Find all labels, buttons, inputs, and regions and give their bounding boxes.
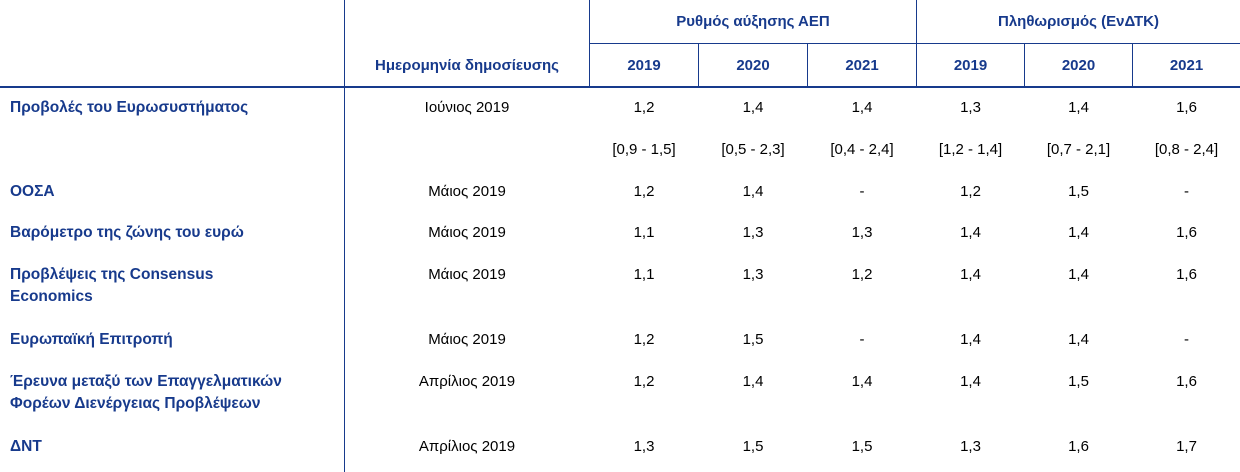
row-date-oecd: Μάιος 2019 — [428, 183, 506, 200]
row-label-imf: ΔΝΤ — [10, 438, 42, 455]
row-date-spf: Απρίλιος 2019 — [418, 373, 516, 390]
row-date-eurosystem: Ιούνιος 2019 — [424, 99, 510, 116]
table-cell: 1,4 — [960, 266, 981, 283]
divider-infl-2019-2020 — [1024, 44, 1025, 86]
table-cell: 1,6 — [1176, 373, 1197, 390]
range-cell: [0,4 - 2,4] — [830, 141, 894, 158]
table-cell: 1,2 — [633, 331, 655, 348]
table-cell: 1,6 — [1176, 266, 1197, 283]
table-cell: 1,4 — [1068, 266, 1089, 283]
table-cell: 1,5 — [742, 331, 764, 348]
table-cell: 1,4 — [742, 99, 764, 116]
range-cell: [0,5 - 2,3] — [721, 141, 785, 158]
range-cell: [0,7 - 2,1] — [1046, 141, 1111, 158]
inflation-2021-header: 2021 — [1169, 56, 1204, 74]
table-cell: 1,3 — [851, 224, 873, 241]
inflation-header: Πληθωρισμός (ΕνΔΤΚ) — [997, 13, 1159, 30]
divider-label-column — [344, 0, 345, 472]
row-date-barometer: Μάιος 2019 — [428, 224, 506, 241]
table-cell: 1,4 — [851, 99, 873, 116]
row-label-spf: Έρευνα μεταξύ των Επαγγελματικών Φορέων … — [10, 373, 282, 412]
inflation-2019-header: 2019 — [953, 56, 988, 74]
table-cell: 1,6 — [1068, 438, 1089, 455]
table-cell: 1,5 — [742, 438, 764, 455]
row-date-consensus: Μάιος 2019 — [428, 266, 506, 283]
table-cell: - — [859, 183, 865, 200]
row-date-imf: Απρίλιος 2019 — [418, 438, 516, 455]
table-cell: 1,3 — [742, 224, 764, 241]
range-cell: [1,2 - 1,4] — [938, 141, 1003, 158]
table-cell: 1,7 — [1176, 438, 1197, 455]
row-label-barometer: Βαρόμετρο της ζώνης του ευρώ — [10, 224, 244, 241]
table-cell: 1,5 — [1068, 373, 1089, 390]
table-cell: 1,3 — [742, 266, 764, 283]
table-cell: 1,4 — [960, 224, 981, 241]
table-cell: 1,4 — [1068, 99, 1089, 116]
range-cell: [0,9 - 1,5] — [612, 141, 676, 158]
table-cell: 1,5 — [1068, 183, 1089, 200]
table-cell: 1,4 — [1068, 331, 1089, 348]
row-label-oecd: ΟΟΣΑ — [10, 183, 55, 200]
gdp-2021-header: 2021 — [845, 56, 879, 74]
table-cell: 1,4 — [960, 373, 981, 390]
table-cell: 1,2 — [633, 99, 655, 116]
divider-gdp-2020-2021 — [807, 44, 808, 86]
header-bottom-border — [0, 86, 1240, 88]
gdp-growth-header: Ρυθμός αύξησης ΑΕΠ — [676, 13, 830, 30]
row-label-eurosystem: Προβολές του Ευρωσυστήματος — [10, 99, 249, 116]
table-cell: 1,3 — [960, 99, 981, 116]
table-cell: 1,3 — [960, 438, 981, 455]
table-cell: 1,1 — [633, 266, 655, 283]
table-cell: 1,3 — [633, 438, 655, 455]
publication-date-header: Ημερομηνία δημοσίευσης — [375, 56, 559, 74]
range-cell: [0,8 - 2,4] — [1154, 141, 1219, 158]
table-cell: 1,6 — [1176, 99, 1197, 116]
row-label-european-commission: Ευρωπαϊκή Επιτροπή — [10, 331, 173, 348]
table-cell: - — [859, 331, 865, 348]
table-cell: 1,4 — [851, 373, 873, 390]
table-cell: 1,4 — [742, 373, 764, 390]
table-cell: 1,4 — [742, 183, 764, 200]
divider-infl-2020-2021 — [1132, 44, 1133, 86]
table-cell: 1,6 — [1176, 224, 1197, 241]
inflation-2020-header: 2020 — [1061, 56, 1096, 74]
row-date-european-commission: Μάιος 2019 — [428, 331, 506, 348]
table-cell: 1,2 — [633, 183, 655, 200]
divider-gdp-2019-2020 — [698, 44, 699, 86]
table-cell: 1,2 — [960, 183, 981, 200]
table-cell: 1,4 — [1068, 224, 1089, 241]
table-cell: 1,2 — [851, 266, 873, 283]
gdp-2020-header: 2020 — [736, 56, 770, 74]
table-cell: 1,1 — [633, 224, 655, 241]
row-label-consensus: Προβλέψεις της Consensus Economics — [10, 266, 214, 305]
table-cell: 1,2 — [633, 373, 655, 390]
group-header-underline — [589, 43, 1240, 44]
gdp-2019-header: 2019 — [627, 56, 661, 74]
table-cell: - — [1184, 331, 1189, 348]
table-cell: - — [1184, 183, 1189, 200]
table-cell: 1,4 — [960, 331, 981, 348]
table-cell: 1,5 — [851, 438, 873, 455]
